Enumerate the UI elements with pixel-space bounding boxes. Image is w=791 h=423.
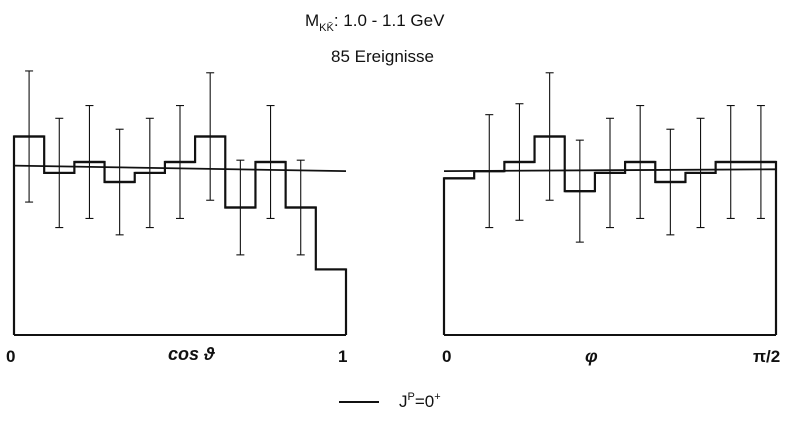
legend-equals: =0 [415, 392, 434, 411]
histogram-panel-phi: 0 π/2 φ [442, 72, 780, 366]
x-tick-right-1: π/2 [753, 347, 780, 366]
x-tick-left-0: 0 [6, 347, 15, 366]
title-range: : 1.0 - 1.1 GeV [334, 11, 445, 30]
title-mass-label: MKK̄: 1.0 - 1.1 GeV [305, 11, 445, 34]
x-tick-left-1: 1 [338, 347, 347, 366]
x-axis-label-costheta: cos ϑ [168, 344, 215, 364]
title-main: M [305, 11, 319, 30]
x-tick-right-0: 0 [442, 347, 451, 366]
fit-line-right [443, 168, 777, 173]
histogram-panel-costheta: 0 1 cos ϑ [6, 70, 347, 366]
legend-symbol-sup: P [408, 391, 415, 403]
legend: JP=0+ [339, 391, 441, 411]
events-label: 85 Ereignisse [331, 47, 434, 66]
legend-label: JP=0+ [399, 391, 441, 411]
x-axis-label-phi: φ [585, 346, 598, 366]
fit-line-left [13, 164, 347, 173]
legend-equals-sup: + [434, 391, 440, 403]
legend-symbol: J [399, 392, 408, 411]
title-sub: KK̄ [319, 21, 334, 34]
